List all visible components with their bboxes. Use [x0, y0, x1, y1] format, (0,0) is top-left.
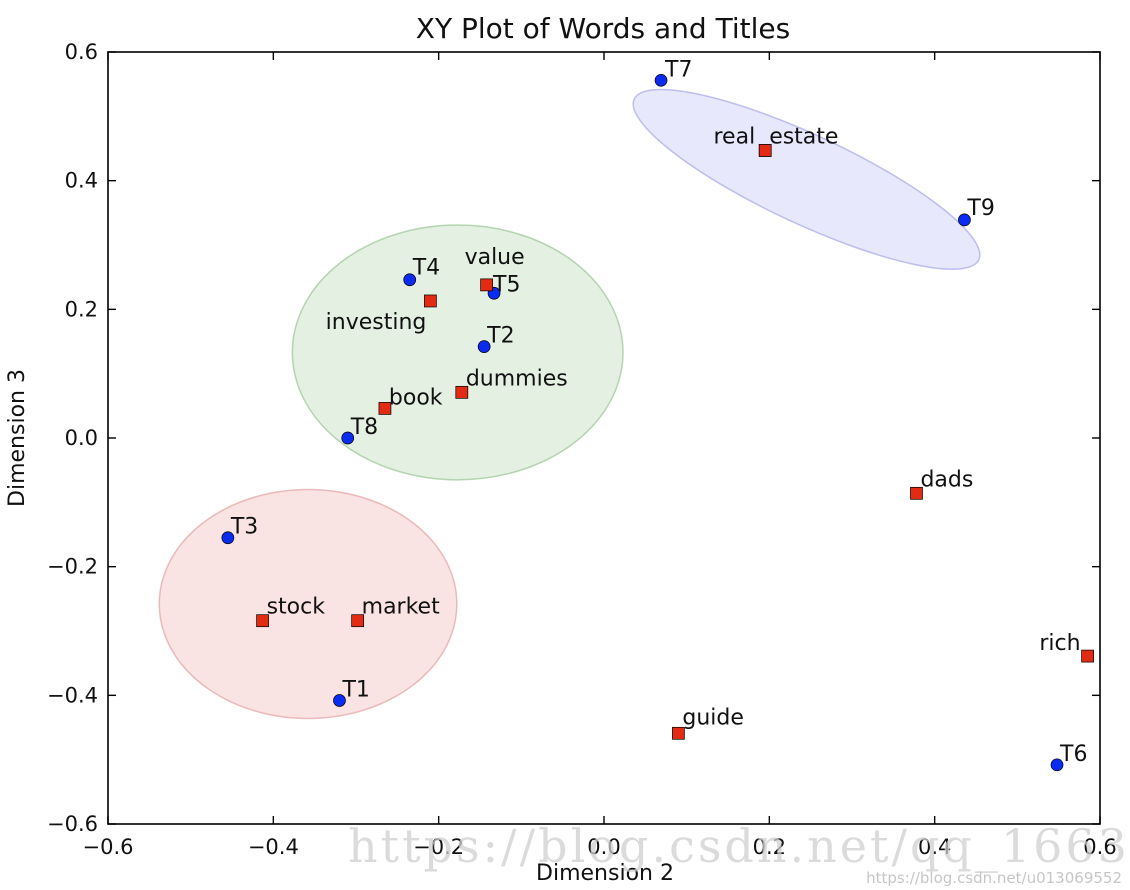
x-tick-label: −0.2	[413, 835, 464, 859]
label-estate: estate	[769, 124, 838, 149]
point-T8	[341, 431, 355, 445]
label-investing: investing	[326, 310, 427, 335]
label-T4: T4	[412, 256, 440, 281]
data-points: T1 T2 T3 T4 T5 T6 T7 T8 T9 book dads dummies estate g…	[221, 57, 1094, 772]
point-dads	[910, 486, 923, 500]
point-T9	[958, 213, 971, 227]
y-tick-label: 0.4	[65, 169, 98, 193]
x-tick-label: 0.0	[587, 835, 620, 859]
label-rich: rich	[1039, 631, 1080, 656]
y-tick-label: −0.2	[47, 555, 98, 579]
x-tick-label: −0.6	[83, 835, 134, 859]
y-axis-label: Dimension 3	[5, 369, 30, 507]
label-T9: T9	[966, 196, 994, 221]
x-tick-label: 0.2	[753, 835, 786, 859]
label-T6: T6	[1059, 742, 1087, 767]
label-T8: T8	[350, 415, 378, 440]
point-T6	[1050, 758, 1064, 772]
label-real: real	[713, 124, 755, 149]
y-tick-label: 0.6	[65, 40, 98, 64]
label-T2: T2	[486, 324, 514, 349]
label-value: value	[465, 245, 525, 270]
label-guide: guide	[682, 705, 744, 730]
label-T3: T3	[230, 515, 258, 540]
watermark-subtext: https://blog.csdn.net/u013069552	[866, 869, 1122, 887]
point-T3	[221, 531, 235, 545]
y-tick-label: 0.0	[65, 426, 98, 450]
green-cluster	[291, 224, 624, 481]
red-cluster	[158, 488, 458, 720]
point-value	[480, 278, 493, 292]
watermark-text: https://blog.csdn.net/qq_16633405	[348, 819, 1130, 873]
point-market	[351, 614, 365, 628]
point-stock	[256, 614, 269, 628]
point-T4	[403, 273, 417, 287]
label-market: market	[362, 595, 440, 620]
y-tick-label: 0.2	[65, 297, 98, 321]
label-T5: T5	[492, 272, 520, 297]
point-real	[758, 144, 772, 157]
point-T1	[333, 694, 346, 707]
point-dummies	[455, 385, 469, 399]
x-tick-label: 0.6	[1083, 835, 1116, 859]
point-T2	[477, 340, 491, 353]
point-book	[378, 402, 392, 415]
label-T1: T1	[341, 677, 369, 702]
label-dads: dads	[920, 467, 973, 492]
x-tick-label: −0.4	[248, 835, 299, 859]
label-T7: T7	[664, 57, 692, 82]
y-tick-label: −0.6	[47, 812, 98, 836]
x-axis-label: Dimension 2	[536, 861, 674, 886]
blue-cluster	[632, 88, 981, 270]
chart-title: XY Plot of Words and Titles	[416, 12, 790, 45]
y-tick-label: −0.4	[47, 683, 98, 707]
x-tick-label: 0.4	[918, 835, 951, 859]
point-rich	[1081, 649, 1094, 663]
label-book: book	[389, 385, 443, 410]
point-T7	[654, 73, 668, 87]
label-dummies: dummies	[466, 366, 568, 391]
point-investing	[424, 294, 437, 308]
point-guide	[672, 726, 685, 740]
label-stock: stock	[267, 595, 326, 620]
cluster-ellipses	[158, 88, 981, 720]
axis-ticks: −0.6 −0.4 −0.2 0.0 0.2 0.4 0.6 −0.6 −0.4 −0.2 0.0 0…	[47, 40, 1117, 859]
